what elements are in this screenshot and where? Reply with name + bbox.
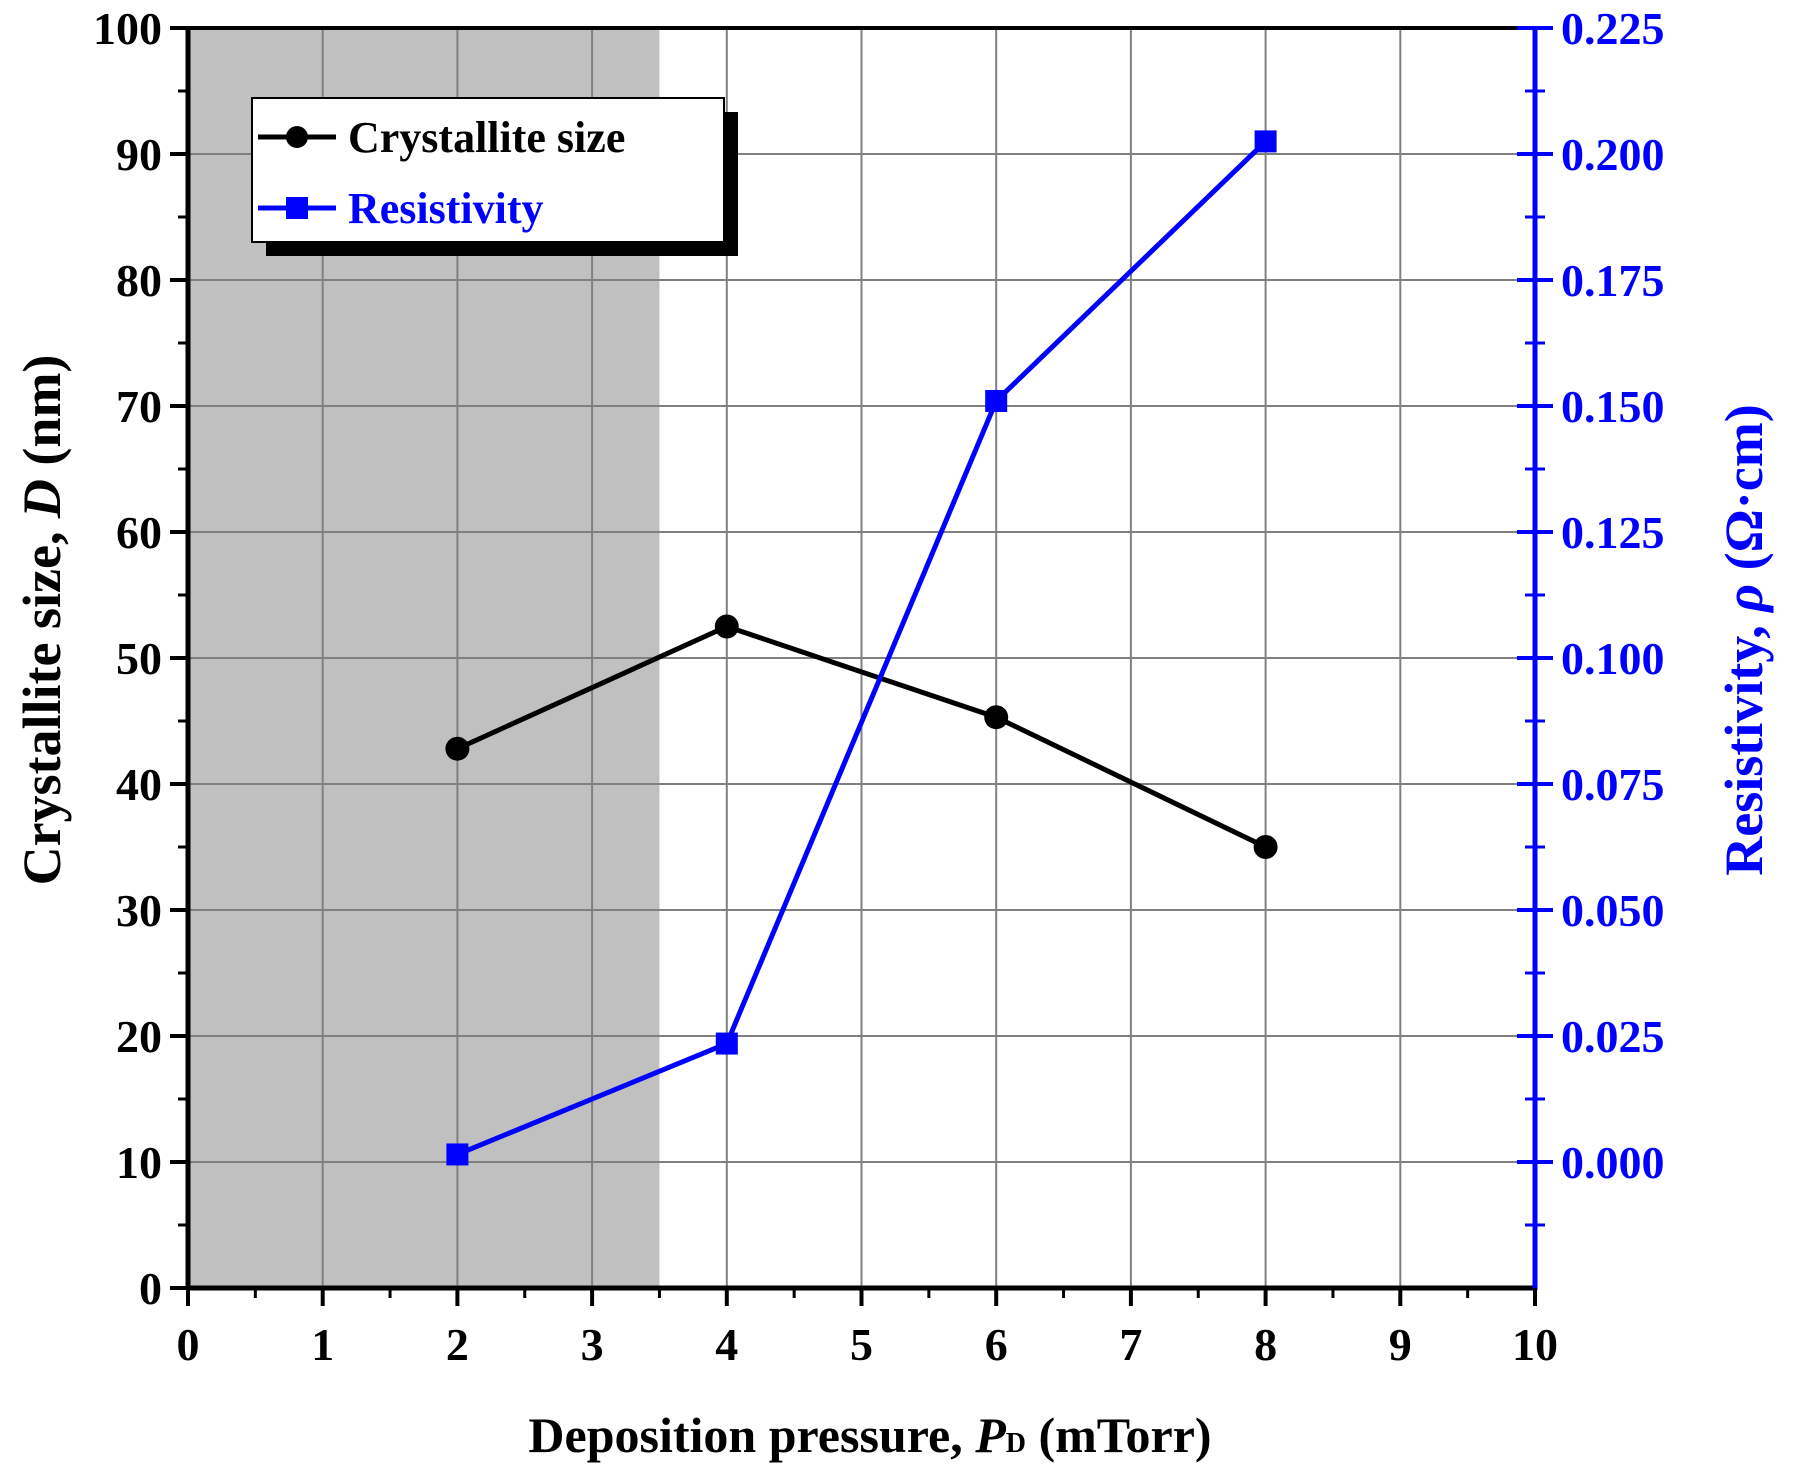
- x-tick-label: 3: [581, 1319, 604, 1370]
- data-point-resistivity: [715, 1032, 738, 1055]
- right-y-tick-label: 0.225: [1561, 3, 1665, 54]
- right-y-tick-label: 0.175: [1561, 255, 1665, 306]
- x-axis-ticks: 0 1 2 3 4 5 6 7 8 9 10: [177, 1288, 1558, 1370]
- left-y-tick-label: 10: [116, 1137, 162, 1188]
- data-point-crystallite-size: [1253, 835, 1278, 859]
- left-y-tick-label: 0: [139, 1263, 162, 1314]
- left-y-tick-label: 60: [116, 507, 162, 558]
- data-point-resistivity: [985, 389, 1008, 412]
- left-y-tick-label: 30: [116, 885, 162, 936]
- data-point-crystallite-size: [984, 705, 1009, 730]
- x-tick-label: 0: [177, 1319, 200, 1370]
- right-y-tick-label: 0.050: [1561, 885, 1665, 936]
- left-y-tick-label: 50: [116, 633, 162, 684]
- left-y-tick-label: 90: [116, 129, 162, 180]
- right-y-tick-label: 0.100: [1561, 633, 1665, 684]
- legend-label-crystallite: Crystallite size: [348, 113, 625, 162]
- x-tick-label: 10: [1512, 1319, 1558, 1370]
- data-point-resistivity: [1254, 130, 1277, 153]
- legend: Crystallite size Resistivity: [251, 97, 738, 256]
- right-y-axis-ticks: 0.000 0.025 0.050 0.075 0.100 0.125 0.150 0.175…: [1517, 3, 1665, 1227]
- x-tick-label: 8: [1254, 1319, 1277, 1370]
- x-tick-label: 2: [446, 1319, 469, 1370]
- left-y-axis-title: Crystallite size, D (nm): [12, 355, 72, 886]
- x-tick-label: 5: [850, 1319, 873, 1370]
- right-y-axis-title: Resistivity, ρ (Ω·cm): [1714, 404, 1774, 876]
- right-y-tick-label: 0.200: [1561, 129, 1665, 180]
- right-y-tick-label: 0.000: [1561, 1137, 1665, 1188]
- x-tick-label: 6: [985, 1319, 1008, 1370]
- x-tick-label: 9: [1389, 1319, 1412, 1370]
- x-tick-label: 7: [1119, 1319, 1142, 1370]
- right-y-tick-label: 0.075: [1561, 759, 1665, 810]
- data-point-crystallite-size: [714, 614, 739, 639]
- series-line-crystallite-size: [456, 623, 1267, 850]
- legend-box: [251, 97, 725, 243]
- x-axis-title: Deposition pressure, PD (mTorr): [528, 1407, 1211, 1463]
- right-y-tick-label: 0.125: [1561, 507, 1665, 558]
- data-point-resistivity: [446, 1143, 469, 1166]
- right-y-tick-label: 0.150: [1561, 381, 1665, 432]
- left-y-tick-label: 40: [116, 759, 162, 810]
- left-y-tick-label: 20: [116, 1011, 162, 1062]
- data-point-crystallite-size: [445, 736, 470, 761]
- series-line-resistivity: [456, 139, 1268, 1157]
- left-y-tick-label: 100: [93, 3, 162, 54]
- legend-label-resistivity: Resistivity: [348, 184, 544, 233]
- left-y-tick-label: 70: [116, 381, 162, 432]
- series-layer: [445, 130, 1278, 1166]
- left-y-tick-label: 80: [116, 255, 162, 306]
- right-y-tick-label: 0.025: [1561, 1011, 1665, 1062]
- x-tick-label: 1: [311, 1319, 334, 1370]
- legend-marker-crystallite: [286, 126, 308, 148]
- legend-marker-resistivity: [286, 197, 308, 219]
- x-tick-label: 4: [715, 1319, 738, 1370]
- left-y-axis-ticks: 0 10 20 30 40 50 60 70 80 90 100: [93, 3, 188, 1314]
